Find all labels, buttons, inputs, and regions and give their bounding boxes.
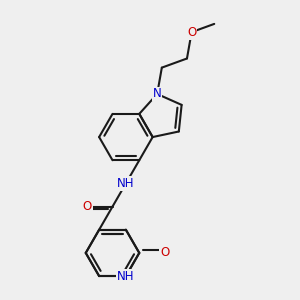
Text: O: O <box>187 26 196 39</box>
Text: O: O <box>160 246 169 260</box>
Text: N: N <box>153 88 162 100</box>
Text: O: O <box>82 200 92 213</box>
Text: NH: NH <box>117 270 135 283</box>
Text: NH: NH <box>117 177 135 190</box>
